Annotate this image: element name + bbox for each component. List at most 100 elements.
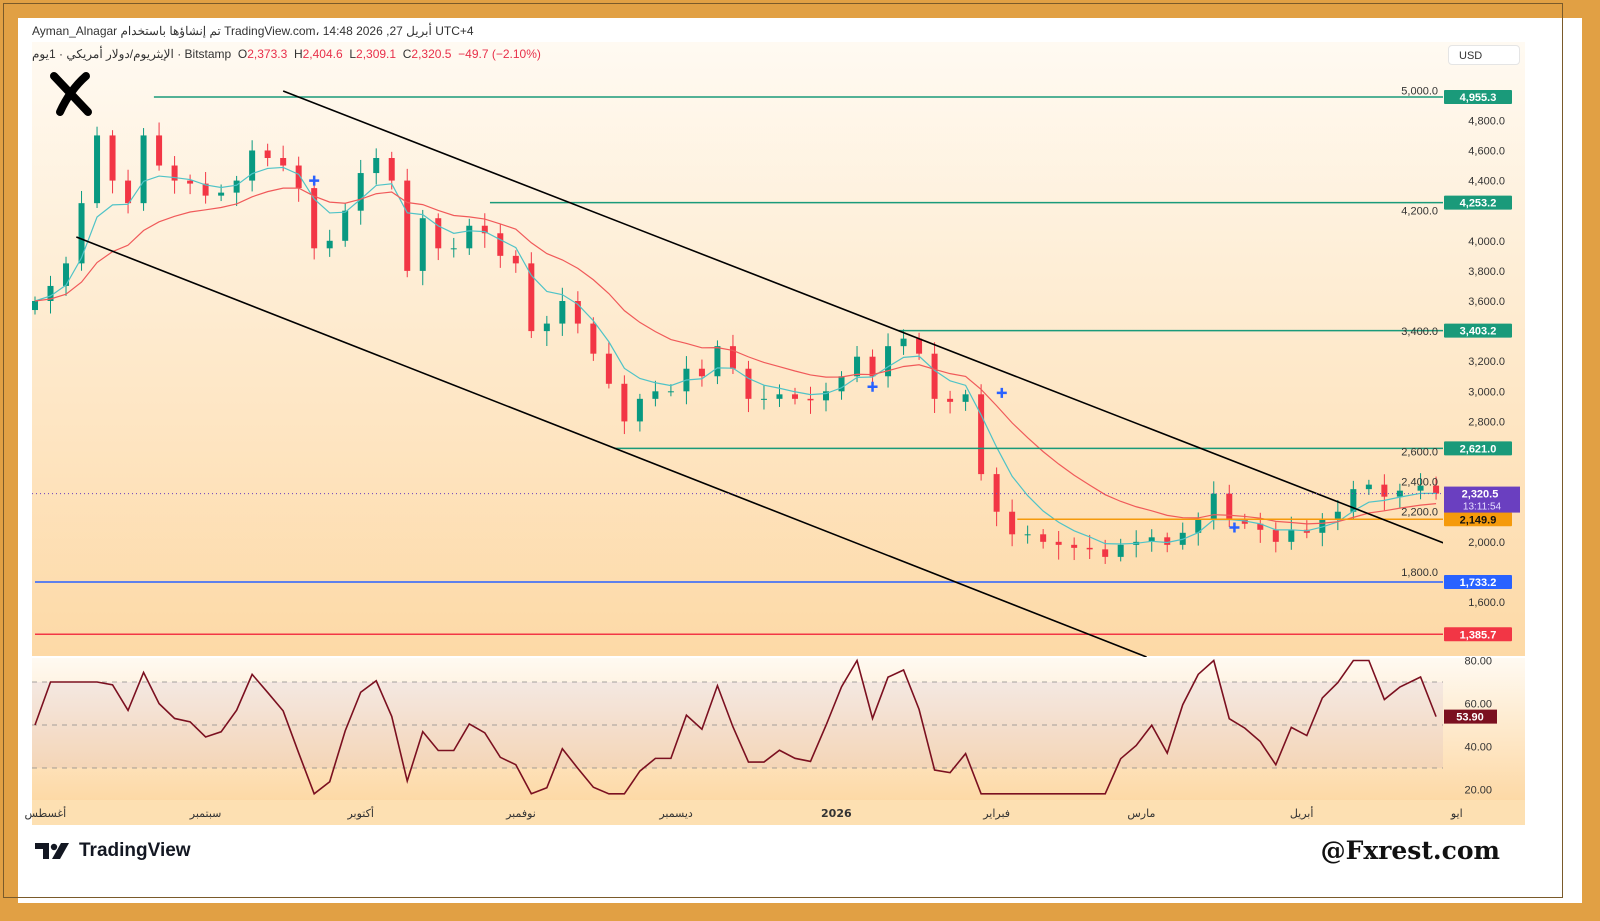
level-price-label-bg	[1444, 323, 1512, 338]
price-tick-label: 2,200.0	[1401, 507, 1438, 519]
brand-x-logo-icon	[50, 72, 92, 116]
candle-body	[342, 210, 349, 241]
candle-body	[1164, 537, 1171, 545]
candle-body	[187, 180, 194, 184]
price-tick-label: 4,000.0	[1468, 236, 1505, 248]
candle-body	[1334, 511, 1341, 520]
candle-body	[1024, 534, 1031, 536]
rsi-band	[32, 682, 1443, 768]
candle-body	[280, 158, 287, 166]
candle-body	[311, 188, 318, 249]
candle-body	[78, 203, 85, 264]
bar-countdown: 13:11:54	[1463, 502, 1502, 513]
candle-body	[63, 263, 70, 286]
close-value: 2,320.5	[411, 47, 452, 61]
candle-body	[590, 323, 597, 354]
candle-body	[1071, 544, 1078, 548]
watermark: @Fxrest.com	[1320, 836, 1500, 865]
candle-body	[1288, 529, 1295, 542]
candle-body	[233, 180, 240, 193]
time-tick-label: ديسمبر	[658, 807, 693, 820]
candle-body	[1040, 534, 1047, 542]
candle-body	[1350, 489, 1357, 512]
cross-marker-icon	[1229, 522, 1240, 533]
candle-body	[388, 158, 395, 181]
price-tick-label: 2,800.0	[1468, 416, 1505, 428]
candle-body	[404, 180, 411, 271]
tradingview-logo-icon	[35, 843, 69, 859]
time-tick-label: نوفمبر	[505, 807, 536, 820]
rsi-line	[34, 658, 1437, 796]
candle-body	[791, 394, 798, 399]
price-plot	[32, 90, 1443, 657]
current-price-label: 2,320.5	[1462, 489, 1499, 501]
candle-body	[823, 391, 830, 401]
price-tick-label: 4,600.0	[1468, 145, 1505, 157]
low-value: 2,309.1	[356, 47, 397, 61]
currency-button[interactable]: USD	[1448, 45, 1520, 65]
time-tick-label: سبتمبر	[189, 807, 222, 820]
price-tick-label: 3,400.0	[1401, 326, 1438, 338]
symbol-name[interactable]: الإيثريوم/دولار أمريكي · 1يوم · Bitstamp	[32, 47, 232, 61]
candle-body	[202, 183, 209, 196]
current-price-label-bg	[1444, 486, 1520, 513]
level-price-label-bg	[1444, 512, 1512, 527]
level-price-label-bg	[1444, 574, 1512, 589]
channel-upper-line	[282, 90, 1443, 544]
level-price-label: 2,149.9	[1460, 514, 1497, 526]
candle-body	[574, 300, 581, 324]
candle-body	[466, 225, 473, 249]
level-price-label: 4,253.2	[1460, 198, 1497, 210]
candle-body	[838, 376, 845, 392]
candle-body	[1272, 529, 1279, 542]
candle-body	[1226, 493, 1233, 520]
candle-body	[652, 391, 659, 399]
candle-body	[264, 150, 271, 159]
candle-body	[854, 356, 861, 377]
level-price-label: 1,385.7	[1460, 629, 1497, 641]
candle-body	[993, 474, 1000, 512]
candle-body	[1396, 490, 1403, 497]
candle-body	[1086, 547, 1093, 550]
price-tick-label: 2,000.0	[1468, 537, 1505, 549]
candle-body	[1365, 484, 1372, 490]
candle-body	[109, 135, 116, 181]
cross-marker-icon	[996, 387, 1007, 398]
high-value: 2,404.6	[302, 47, 343, 61]
time-tick-label: 2026	[821, 807, 852, 820]
price-tick-label: 3,600.0	[1468, 296, 1505, 308]
candle-body	[1102, 549, 1109, 557]
rsi-tick-label: 40.00	[1464, 742, 1492, 754]
candle-body	[1319, 519, 1326, 533]
level-price-label: 1,733.2	[1460, 577, 1497, 589]
candle-body	[373, 158, 380, 174]
price-tick-label: 3,200.0	[1468, 356, 1505, 368]
candle-body	[94, 135, 101, 204]
open-value: 2,373.3	[247, 47, 288, 61]
price-tick-label: 3,800.0	[1468, 266, 1505, 278]
level-price-label: 3,403.2	[1460, 326, 1497, 338]
level-price-label-bg	[1444, 195, 1512, 210]
candle-body	[156, 135, 163, 166]
candle-body	[636, 398, 643, 422]
candle-body	[1117, 544, 1124, 557]
candle-body	[807, 398, 814, 401]
candle-body	[776, 394, 783, 399]
candle-body	[32, 300, 38, 311]
candle-body	[978, 394, 985, 475]
level-price-label-bg	[1444, 90, 1512, 104]
candle-body	[729, 346, 736, 369]
close-label: C	[402, 47, 412, 61]
tradingview-logo: TradingView	[35, 840, 191, 862]
candle-body	[357, 173, 364, 211]
snapshot-attribution: Ayman_Alnagar تم إنشاؤها باستخدام Tradin…	[32, 24, 474, 38]
candle-body	[931, 353, 938, 399]
candle-body	[1195, 519, 1202, 533]
time-tick-label: أغسطس	[25, 806, 67, 820]
level-price-label: 4,955.3	[1460, 92, 1497, 104]
candle-body	[698, 368, 705, 377]
candle-body	[419, 218, 426, 271]
brand-name: TradingView	[79, 840, 191, 861]
rsi-value-label-bg	[1444, 709, 1497, 724]
